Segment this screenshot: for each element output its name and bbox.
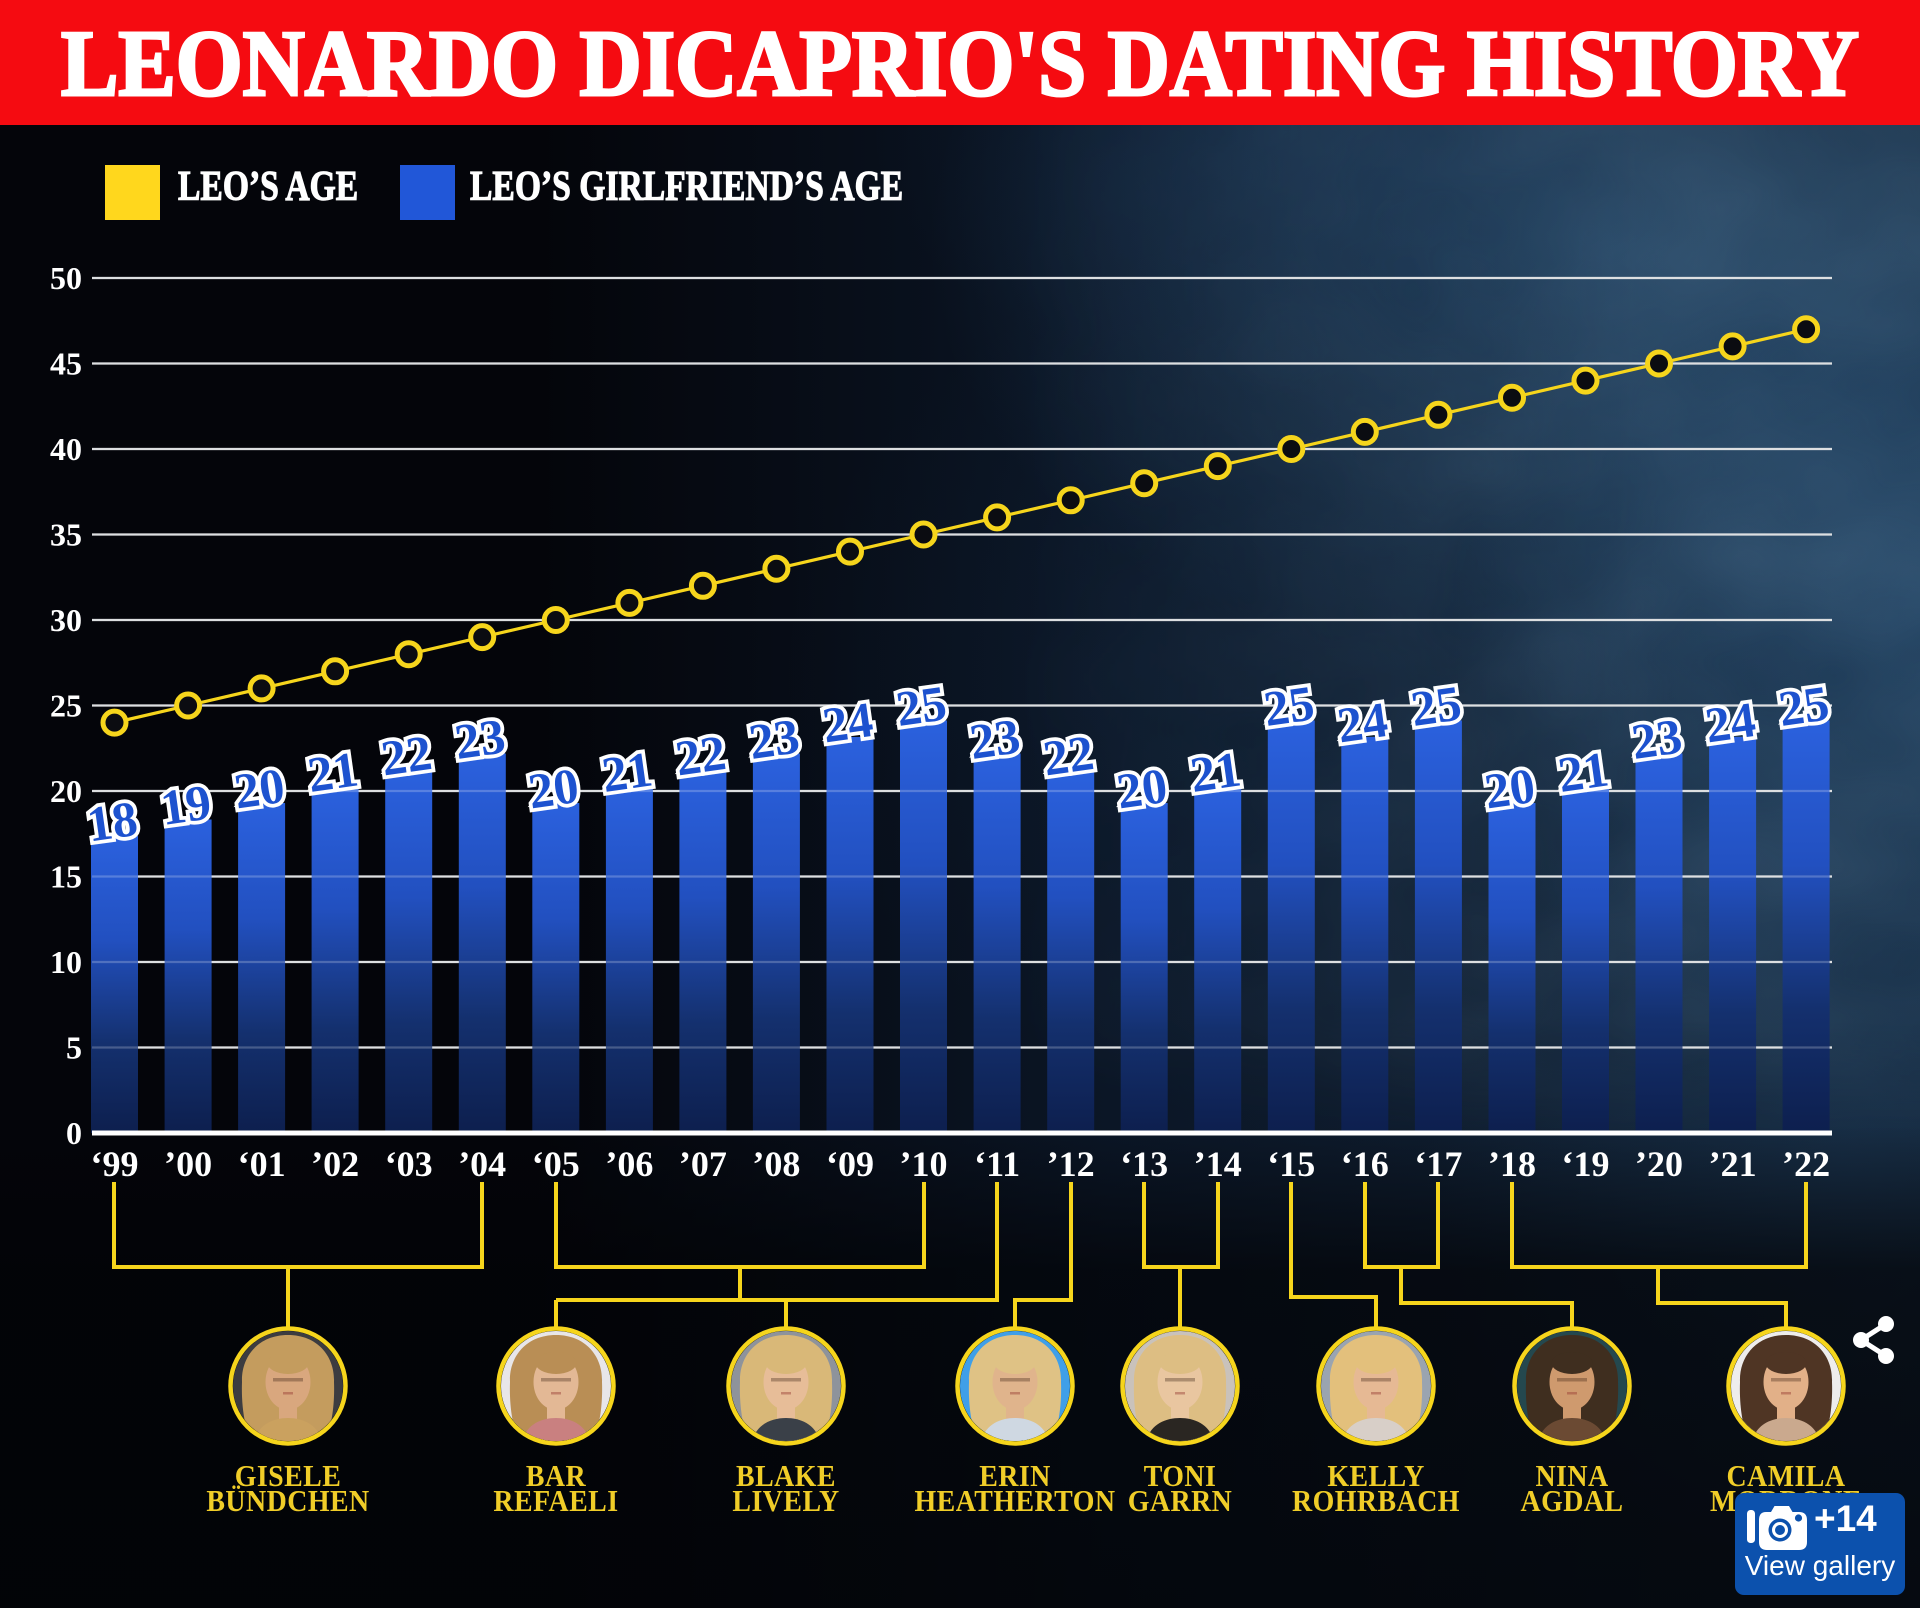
svg-text:’20: ’20 <box>1635 1144 1683 1184</box>
svg-text:18: 18 <box>83 790 140 852</box>
svg-text:5: 5 <box>66 1030 82 1066</box>
svg-text:23: 23 <box>745 707 802 769</box>
svg-text:22: 22 <box>378 724 435 786</box>
svg-text:‘99: ‘99 <box>91 1144 139 1184</box>
svg-text:35: 35 <box>50 517 82 553</box>
svg-text:20: 20 <box>50 773 82 809</box>
svg-text:20: 20 <box>525 757 582 819</box>
svg-text:25: 25 <box>892 674 949 736</box>
svg-text:23: 23 <box>1628 707 1685 769</box>
svg-text:30: 30 <box>50 602 82 638</box>
svg-text:25: 25 <box>1407 674 1464 736</box>
svg-text:‘03: ‘03 <box>385 1144 433 1184</box>
svg-text:‘15: ‘15 <box>1267 1144 1315 1184</box>
svg-text:21: 21 <box>1554 740 1611 802</box>
svg-text:’02: ’02 <box>311 1144 359 1184</box>
svg-text:‘16: ‘16 <box>1341 1144 1389 1184</box>
svg-text:’07: ’07 <box>679 1144 727 1184</box>
svg-text:‘19: ‘19 <box>1562 1144 1610 1184</box>
svg-text:20: 20 <box>231 757 288 819</box>
svg-text:’04: ’04 <box>458 1144 506 1184</box>
svg-text:20: 20 <box>1481 757 1538 819</box>
svg-text:22: 22 <box>1040 724 1097 786</box>
svg-text:50: 50 <box>50 260 82 296</box>
svg-text:24: 24 <box>819 691 876 753</box>
svg-text:’08: ’08 <box>752 1144 800 1184</box>
svg-text:20: 20 <box>1113 757 1170 819</box>
svg-text:40: 40 <box>50 431 82 467</box>
svg-text:’12: ’12 <box>1047 1144 1095 1184</box>
svg-text:‘11: ‘11 <box>974 1144 1020 1184</box>
svg-text:25: 25 <box>1775 674 1832 736</box>
svg-text:23: 23 <box>451 707 508 769</box>
svg-text:21: 21 <box>1187 740 1244 802</box>
svg-text:25: 25 <box>1260 674 1317 736</box>
svg-text:22: 22 <box>672 724 729 786</box>
svg-text:15: 15 <box>50 859 82 895</box>
svg-text:‘05: ‘05 <box>532 1144 580 1184</box>
svg-text:’21: ’21 <box>1709 1144 1757 1184</box>
svg-text:23: 23 <box>966 707 1023 769</box>
svg-text:24: 24 <box>1334 691 1391 753</box>
svg-text:‘01: ‘01 <box>238 1144 286 1184</box>
svg-text:’06: ’06 <box>605 1144 653 1184</box>
svg-text:21: 21 <box>598 740 655 802</box>
svg-text:45: 45 <box>50 346 82 382</box>
svg-text:’18: ’18 <box>1488 1144 1536 1184</box>
svg-text:10: 10 <box>50 944 82 980</box>
svg-text:’14: ’14 <box>1194 1144 1242 1184</box>
svg-text:‘13: ‘13 <box>1120 1144 1168 1184</box>
svg-text:21: 21 <box>304 740 361 802</box>
svg-text:‘17: ‘17 <box>1414 1144 1462 1184</box>
svg-text:’00: ’00 <box>164 1144 212 1184</box>
svg-text:‘09: ‘09 <box>826 1144 874 1184</box>
svg-text:25: 25 <box>50 688 82 724</box>
svg-text:0: 0 <box>66 1115 82 1151</box>
svg-text:’22: ’22 <box>1782 1144 1830 1184</box>
svg-text:’10: ’10 <box>900 1144 948 1184</box>
svg-text:19: 19 <box>157 773 214 835</box>
svg-text:24: 24 <box>1702 691 1759 753</box>
